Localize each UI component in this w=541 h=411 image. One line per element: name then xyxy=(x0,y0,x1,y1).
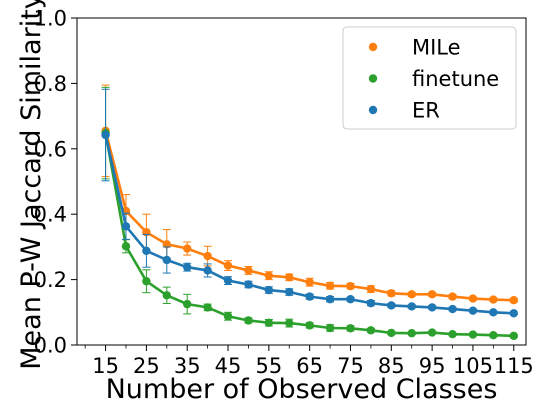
data-point xyxy=(101,130,110,140)
legend-marker xyxy=(368,105,378,115)
legend-label: MILe xyxy=(412,36,461,60)
data-point xyxy=(448,292,457,301)
y-tick-label: 0.4 xyxy=(34,203,67,227)
data-point xyxy=(387,301,396,310)
data-point xyxy=(223,312,233,321)
legend-marker xyxy=(368,74,378,83)
x-axis-label: Number of Observed Classes xyxy=(106,374,498,405)
data-point xyxy=(489,308,498,317)
data-point xyxy=(366,298,376,308)
data-point xyxy=(223,276,233,285)
data-point xyxy=(285,318,294,328)
plot-frame xyxy=(76,17,527,346)
data-point xyxy=(346,295,355,304)
y-tick-label: 0.0 xyxy=(34,334,67,358)
data-point xyxy=(468,294,478,303)
y-axis: 0.0 0.2 0.4 0.6 0.8 1.0 xyxy=(34,7,77,358)
data-point xyxy=(407,302,416,311)
data-point xyxy=(142,246,151,256)
data-point xyxy=(162,240,171,249)
x-tick-label: 95 xyxy=(419,354,446,378)
x-tick-label: 105 xyxy=(453,354,493,378)
data-point xyxy=(489,295,498,304)
series-er xyxy=(101,88,518,318)
data-point xyxy=(305,278,314,287)
data-point xyxy=(183,299,192,309)
data-point xyxy=(223,261,233,270)
data-point xyxy=(509,331,518,341)
data-point xyxy=(325,295,335,304)
data-point xyxy=(264,285,274,295)
series-mile xyxy=(101,84,518,305)
data-point xyxy=(366,326,376,335)
data-point xyxy=(285,273,294,282)
data-point xyxy=(387,328,396,338)
data-point xyxy=(407,290,416,299)
data-point xyxy=(264,318,274,327)
series-finetune xyxy=(101,86,518,341)
data-point xyxy=(468,306,478,315)
data-point xyxy=(325,323,335,333)
data-point xyxy=(509,296,518,305)
legend-label: ER xyxy=(412,99,440,123)
data-point xyxy=(346,324,355,333)
x-tick-label: 55 xyxy=(255,354,282,378)
x-tick-label: 45 xyxy=(215,354,242,378)
y-axis-label: Mean P-W Jaccard Similarity xyxy=(16,0,47,370)
x-tick-label: 15 xyxy=(92,354,119,378)
data-point xyxy=(183,262,192,272)
data-point xyxy=(448,304,457,314)
y-tick-label: 1.0 xyxy=(34,7,67,31)
data-point xyxy=(468,330,478,339)
y-tick-label: 0.8 xyxy=(34,72,67,96)
series-line xyxy=(104,130,514,302)
data-point xyxy=(142,277,151,286)
x-tick-label: 65 xyxy=(296,354,323,378)
data-point xyxy=(203,303,212,312)
data-point xyxy=(121,242,131,251)
x-tick-label: 35 xyxy=(174,354,201,378)
legend-box xyxy=(342,26,517,130)
data-point xyxy=(121,222,131,231)
data-point xyxy=(366,284,376,294)
data-point xyxy=(244,280,253,289)
data-point xyxy=(448,330,457,339)
x-tick-label: 115 xyxy=(494,354,534,378)
data-point xyxy=(407,329,416,338)
data-point xyxy=(427,328,437,337)
legend-item: finetune xyxy=(368,67,499,91)
legend-item: MILe xyxy=(368,36,461,60)
data-point xyxy=(162,291,171,300)
data-point xyxy=(387,289,396,298)
data-point xyxy=(305,292,314,301)
data-point xyxy=(346,281,355,291)
plot-area xyxy=(101,84,518,341)
data-point xyxy=(427,303,437,312)
legend-label: finetune xyxy=(412,67,499,91)
data-point xyxy=(305,321,314,330)
legend-marker xyxy=(368,42,378,52)
x-axis: 15 25 35 45 55 65 75 85 95 105 115 xyxy=(84,345,534,378)
x-tick-label: 75 xyxy=(337,354,364,378)
data-point xyxy=(509,309,518,318)
data-point xyxy=(183,244,192,253)
data-point xyxy=(285,287,294,297)
legend: MILe finetune ER xyxy=(342,26,517,130)
data-point xyxy=(244,266,253,275)
x-tick-label: 25 xyxy=(133,354,160,378)
data-point xyxy=(244,316,253,325)
x-tick-label: 85 xyxy=(378,354,405,378)
y-tick-label: 0.2 xyxy=(34,268,67,292)
data-point xyxy=(162,255,171,265)
data-point xyxy=(203,266,212,275)
y-tick-label: 0.6 xyxy=(34,137,67,161)
data-point xyxy=(427,290,437,299)
data-point xyxy=(325,281,335,291)
legend-item: ER xyxy=(368,99,440,123)
data-point xyxy=(203,251,212,261)
data-point xyxy=(264,271,274,280)
data-point xyxy=(489,330,498,340)
